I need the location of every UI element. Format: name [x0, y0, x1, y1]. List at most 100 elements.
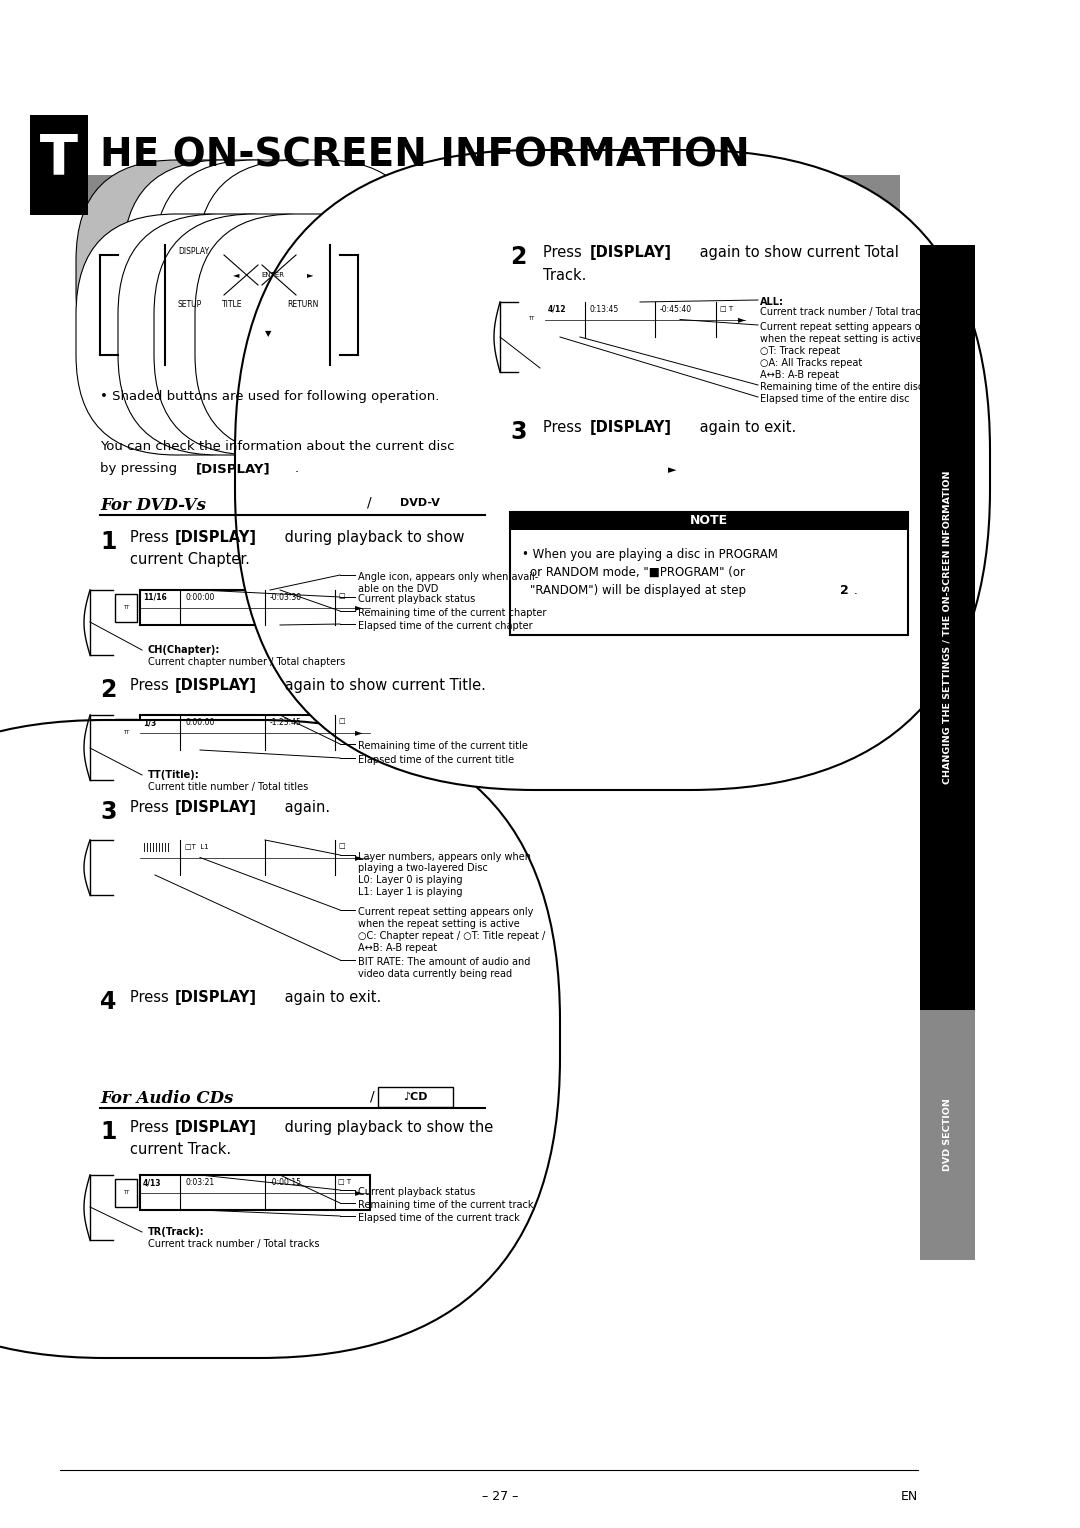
Text: Elapsed time of the entire disc: Elapsed time of the entire disc [760, 394, 909, 403]
Text: Press: Press [130, 801, 174, 814]
Text: TT: TT [123, 729, 130, 735]
Text: • When you are playing a disc in PROGRAM: • When you are playing a disc in PROGRAM [522, 549, 778, 561]
Text: or RANDOM mode, "■PROGRAM" (or: or RANDOM mode, "■PROGRAM" (or [530, 565, 745, 579]
Text: □ T: □ T [720, 306, 733, 312]
Text: again to exit.: again to exit. [696, 420, 796, 435]
FancyBboxPatch shape [235, 150, 990, 790]
Text: Layer numbers, appears only when: Layer numbers, appears only when [357, 853, 531, 862]
Bar [510, 512, 908, 636]
Text: Press: Press [130, 530, 174, 545]
Text: 0:00:00: 0:00:00 [185, 718, 214, 727]
Bar [140, 1175, 370, 1210]
Text: Current playback status: Current playback status [357, 1187, 475, 1196]
Text: [DISPLAY]: [DISPLAY] [590, 244, 672, 260]
Text: Current chapter number / Total chapters: Current chapter number / Total chapters [148, 657, 346, 668]
Text: /: / [370, 1089, 375, 1105]
Text: during playback to show: during playback to show [280, 530, 464, 545]
Text: □: □ [338, 593, 345, 599]
Text: Remaining time of the current track: Remaining time of the current track [357, 1199, 534, 1210]
Text: 1: 1 [100, 1120, 117, 1144]
Text: CHANGING THE SETTINGS / THE ON-SCREEN INFORMATION: CHANGING THE SETTINGS / THE ON-SCREEN IN… [943, 471, 951, 784]
Text: CH(Chapter):: CH(Chapter): [148, 645, 220, 656]
Text: Angle icon, appears only when avail-: Angle icon, appears only when avail- [357, 571, 538, 582]
Text: ►: ► [355, 853, 363, 862]
Text: □: □ [338, 718, 345, 724]
Text: T: T [40, 131, 78, 185]
FancyBboxPatch shape [154, 214, 382, 455]
Text: A↔B: A-B repeat: A↔B: A-B repeat [760, 370, 839, 380]
Text: RETURN: RETURN [287, 299, 319, 309]
Text: [DISPLAY]: [DISPLAY] [175, 678, 257, 694]
Text: 2: 2 [840, 584, 849, 597]
Text: Current title number / Total titles: Current title number / Total titles [148, 782, 308, 792]
Text: Track.: Track. [543, 267, 586, 283]
Text: ○C: Chapter repeat / ○T: Title repeat /: ○C: Chapter repeat / ○T: Title repeat / [357, 931, 545, 941]
Text: ►: ► [307, 270, 313, 280]
Text: ENTER: ENTER [261, 272, 284, 278]
Text: Remaining time of the current chapter: Remaining time of the current chapter [357, 608, 546, 617]
Text: again to show current Total: again to show current Total [696, 244, 899, 260]
Text: ►: ► [355, 727, 363, 736]
Text: DVD SECTION: DVD SECTION [943, 1099, 951, 1172]
Bar [375, 492, 465, 513]
Text: again to show current Title.: again to show current Title. [280, 678, 486, 694]
Bar [114, 843, 137, 871]
Text: Press: Press [130, 1120, 174, 1135]
Bar [519, 306, 542, 333]
Bar [120, 244, 355, 365]
Bar [920, 1010, 975, 1261]
Text: L0: Layer 0 is playing: L0: Layer 0 is playing [357, 876, 462, 885]
Bar [30, 115, 87, 176]
Text: 1: 1 [100, 530, 117, 555]
Bar [30, 176, 87, 215]
Bar [378, 1086, 453, 1106]
Text: 2: 2 [510, 244, 526, 269]
Text: 1/3: 1/3 [143, 718, 157, 727]
Text: Current playback status: Current playback status [357, 594, 475, 604]
FancyBboxPatch shape [123, 160, 349, 391]
Text: For Audio CDs: For Audio CDs [100, 1089, 233, 1106]
Text: Remaining time of the entire disc: Remaining time of the entire disc [760, 382, 923, 393]
Text: 4/12: 4/12 [548, 306, 567, 313]
Text: .: . [295, 461, 299, 475]
Text: 4/13: 4/13 [143, 1178, 162, 1187]
Text: Press: Press [130, 678, 174, 694]
Text: again to exit.: again to exit. [280, 990, 381, 1005]
Text: 11/16: 11/16 [143, 593, 166, 602]
Text: TT: TT [123, 1189, 130, 1195]
Text: NOTE: NOTE [690, 515, 728, 527]
Text: Elapsed time of the current track: Elapsed time of the current track [357, 1213, 519, 1222]
Text: 2: 2 [100, 678, 117, 701]
Text: TR(Track):: TR(Track): [148, 1227, 204, 1238]
FancyBboxPatch shape [197, 160, 423, 391]
Text: -0:00:15: -0:00:15 [270, 1178, 302, 1187]
Text: ○A: All Tracks repeat: ○A: All Tracks repeat [760, 358, 862, 368]
Text: For DVD-Vs: For DVD-Vs [100, 497, 206, 513]
Text: -1:23:45: -1:23:45 [270, 718, 302, 727]
Text: 0:00:00: 0:00:00 [185, 593, 214, 602]
Text: -0:45:40: -0:45:40 [660, 306, 692, 313]
Text: again.: again. [280, 801, 330, 814]
Text: DISPLAY: DISPLAY [178, 248, 210, 257]
Text: during playback to show the: during playback to show the [280, 1120, 494, 1135]
Text: /: / [367, 497, 372, 510]
Bar [140, 715, 370, 750]
Text: [DISPLAY]: [DISPLAY] [195, 461, 271, 475]
Text: L1: Layer 1 is playing: L1: Layer 1 is playing [357, 886, 462, 897]
Text: 3: 3 [510, 420, 527, 445]
Text: BIT RATE: The amount of audio and: BIT RATE: The amount of audio and [357, 957, 530, 967]
Text: .: . [854, 584, 858, 597]
Text: ►: ► [355, 1187, 363, 1196]
FancyBboxPatch shape [76, 214, 303, 455]
Bar [114, 593, 137, 622]
Text: ►: ► [669, 465, 676, 475]
Text: video data currently being read: video data currently being read [357, 969, 512, 979]
Text: HE ON-SCREEN INFORMATION: HE ON-SCREEN INFORMATION [100, 136, 750, 174]
Text: DVD-V: DVD-V [400, 498, 440, 507]
Text: Current track number / Total tracks: Current track number / Total tracks [760, 307, 931, 316]
Bar [30, 115, 87, 215]
Bar [920, 244, 975, 1010]
Text: [DISPLAY]: [DISPLAY] [175, 801, 257, 814]
Text: Current track number / Total tracks: Current track number / Total tracks [148, 1239, 320, 1248]
Text: current Chapter.: current Chapter. [130, 552, 249, 567]
